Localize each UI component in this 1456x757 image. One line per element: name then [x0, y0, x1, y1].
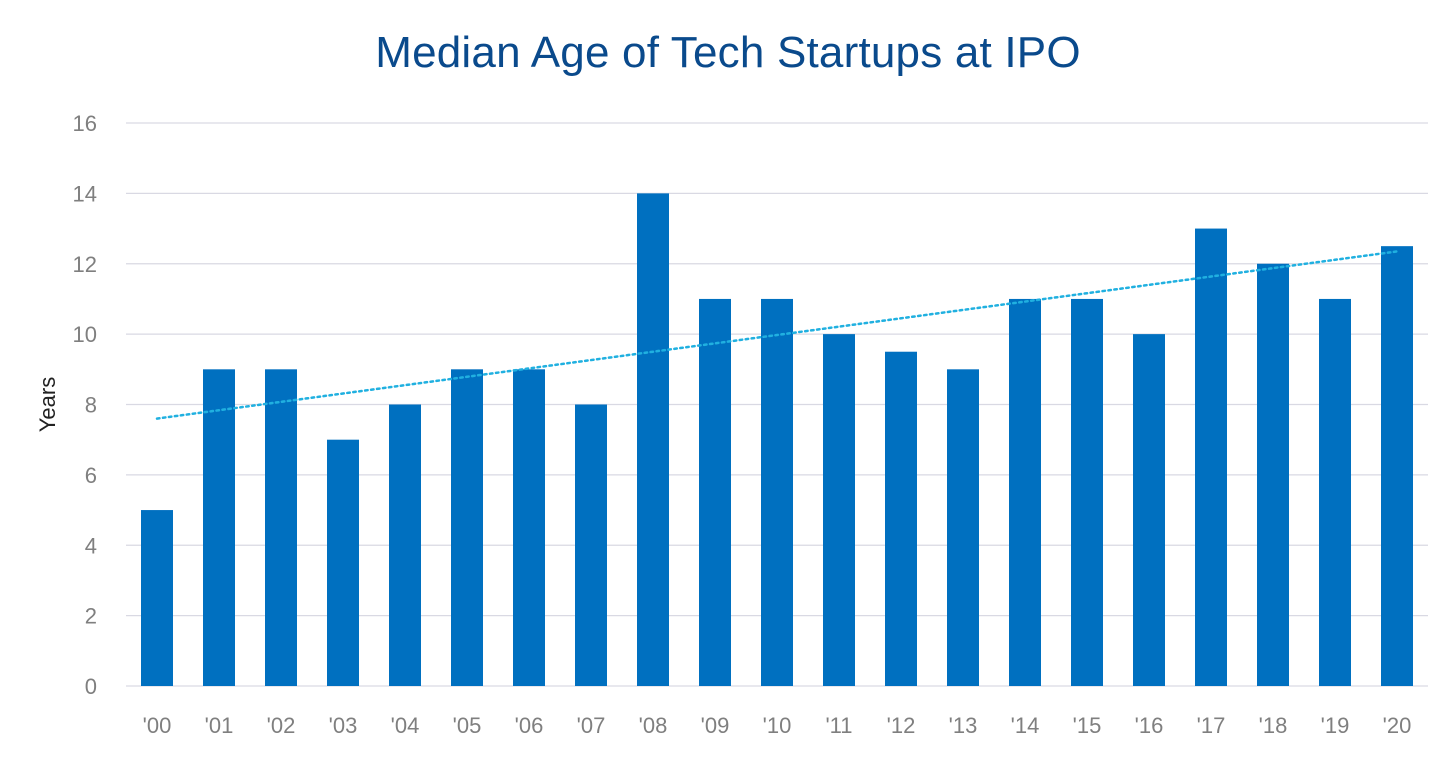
x-tick-label: '05	[453, 713, 482, 738]
x-tick-label: '08	[639, 713, 668, 738]
x-tick-label: '14	[1011, 713, 1040, 738]
bar	[575, 404, 607, 686]
x-tick-label: '20	[1383, 713, 1412, 738]
y-tick-label: 16	[73, 111, 97, 136]
x-tick-label: '15	[1073, 713, 1102, 738]
x-tick-label: '00	[143, 713, 172, 738]
y-tick-label: 12	[73, 252, 97, 277]
trendline	[155, 250, 1399, 420]
x-tick-label: '06	[515, 713, 544, 738]
bar	[451, 369, 483, 686]
y-tick-label: 0	[85, 674, 97, 699]
y-tick-label: 14	[73, 181, 97, 206]
bar	[1257, 263, 1289, 686]
x-tick-label: '07	[577, 713, 606, 738]
bar	[141, 510, 173, 686]
chart-title: Median Age of Tech Startups at IPO	[375, 28, 1081, 77]
bar	[203, 369, 235, 686]
x-tick-label: '02	[267, 713, 296, 738]
bar	[327, 439, 359, 686]
y-tick-label: 10	[73, 322, 97, 347]
bar	[1009, 298, 1041, 686]
x-tick-label: '13	[949, 713, 978, 738]
x-axis-ticks: '00 '01 '02 '03 '04 '05 '06 '07 '08 '09 '10 '11 '12 '…	[143, 713, 1412, 738]
bar	[699, 298, 731, 686]
x-tick-label: '10	[763, 713, 792, 738]
y-tick-label: 4	[85, 533, 97, 558]
bar	[885, 351, 917, 686]
bar	[947, 369, 979, 686]
bar	[513, 369, 545, 686]
x-tick-label: '19	[1321, 713, 1350, 738]
x-tick-label: '11	[825, 713, 852, 738]
y-tick-label: 2	[85, 604, 97, 629]
y-tick-label: 8	[85, 393, 97, 418]
bar	[1071, 298, 1103, 686]
bar	[1381, 246, 1413, 686]
bar	[1133, 334, 1165, 686]
bar	[265, 369, 297, 686]
bar	[1319, 298, 1351, 686]
x-tick-label: '17	[1197, 713, 1226, 738]
bar	[761, 298, 793, 686]
trendline-layer	[155, 250, 1399, 420]
x-tick-label: '12	[887, 713, 916, 738]
x-tick-label: '09	[701, 713, 730, 738]
x-tick-label: '16	[1135, 713, 1164, 738]
bars	[141, 193, 1413, 686]
x-tick-label: '04	[391, 713, 420, 738]
x-tick-label: '01	[205, 713, 234, 738]
x-tick-label: '18	[1259, 713, 1288, 738]
bar	[823, 334, 855, 686]
x-tick-label: '03	[329, 713, 358, 738]
bar	[389, 404, 421, 686]
y-tick-label: 6	[85, 463, 97, 488]
bar	[1195, 228, 1227, 686]
bar	[637, 193, 669, 686]
y-axis-ticks: 0 2 4 6 8 10 12 14 16	[73, 111, 97, 699]
y-axis-label: Years	[35, 377, 60, 432]
